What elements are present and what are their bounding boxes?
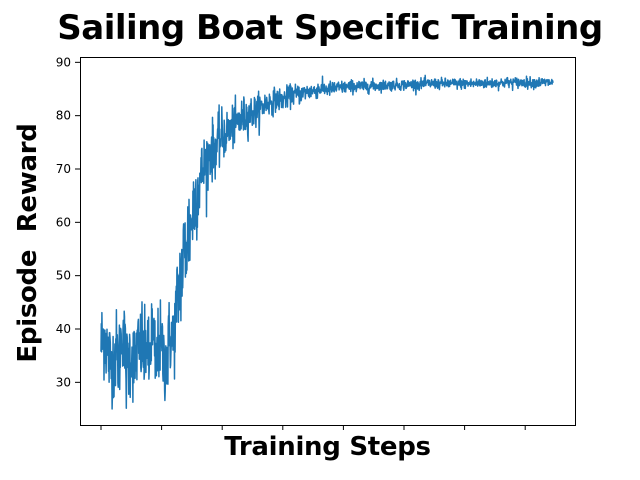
y-tick-label: 40 (56, 322, 71, 336)
y-tick-label: 70 (56, 162, 71, 176)
x-axis (100, 425, 526, 430)
y-tick-label: 50 (56, 269, 71, 283)
y-tick-label: 80 (56, 109, 71, 123)
x-axis-label: Training Steps (224, 432, 431, 462)
series-layer (100, 74, 554, 410)
y-tick-label: 60 (56, 215, 71, 229)
y-tick-label: 90 (56, 55, 71, 69)
series-line (100, 74, 554, 410)
chart-title: Sailing Boat Specific Training (57, 8, 603, 48)
y-tick-label: 30 (56, 375, 71, 389)
plot-frame (80, 57, 576, 426)
y-axis: 30 40 50 60 70 80 90 (56, 55, 80, 389)
